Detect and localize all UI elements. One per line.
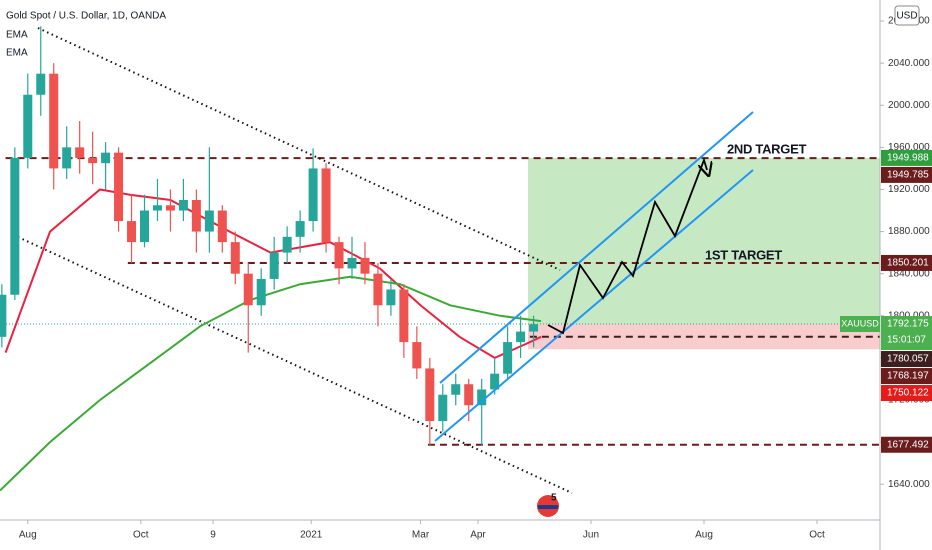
- candle-body: [191, 200, 201, 232]
- candle-body: [204, 210, 214, 232]
- x-tick-label: Apr: [470, 530, 486, 541]
- ema-line: [0, 275, 542, 492]
- candle-body: [269, 252, 279, 279]
- y-tick-label: 1640.000: [888, 479, 930, 490]
- candle-body: [308, 168, 318, 222]
- candle-body: [490, 373, 500, 390]
- candle-body: [88, 157, 98, 164]
- channel-line: [439, 111, 754, 384]
- zones: [528, 158, 880, 350]
- countdown: 15:01:07: [887, 335, 926, 346]
- price-label: 1750.122: [887, 388, 929, 399]
- candle-body: [295, 221, 305, 237]
- candle-body: [425, 368, 435, 422]
- candle-body: [230, 242, 240, 274]
- trend-line: [17, 236, 573, 494]
- candles: [0, 26, 539, 446]
- candle-body: [282, 236, 292, 253]
- candle-body: [477, 389, 487, 406]
- candle-body: [165, 205, 175, 211]
- price-label-box: [881, 436, 932, 453]
- currency[interactable]: USD: [896, 11, 917, 22]
- price-label-box: [881, 254, 932, 271]
- price-label-box: [881, 316, 932, 351]
- candle-body: [412, 342, 422, 369]
- candle-body: [243, 273, 253, 306]
- symbol-box: [840, 316, 880, 333]
- candle-body: [321, 168, 331, 243]
- indicator-label: EMA: [6, 48, 28, 59]
- candle-body: [75, 147, 85, 158]
- price-label-box: [881, 149, 932, 166]
- candle-body: [0, 294, 7, 337]
- candle-body: [373, 273, 383, 306]
- chart-title: Gold Spot / U.S. Dollar, 1D, OANDA: [6, 11, 166, 22]
- event-badge-count[interactable]: 5: [551, 493, 557, 504]
- trend-line: [37, 27, 561, 271]
- x-tick-label: Aug: [695, 530, 713, 541]
- price-label-box: [881, 166, 932, 183]
- price-label-box: [881, 368, 932, 385]
- candle-body: [347, 257, 357, 269]
- candle-body: [114, 152, 124, 222]
- candle-body: [127, 221, 137, 243]
- candle-body: [152, 205, 162, 211]
- candle-body: [178, 200, 188, 211]
- y-tick-label: 2040.000: [888, 58, 930, 69]
- candle-body: [360, 257, 370, 274]
- price-label: 1780.057: [887, 354, 929, 365]
- y-tick-label: 1960.000: [888, 142, 930, 153]
- candle-body: [62, 147, 72, 169]
- x-tick-label: Oct: [809, 530, 825, 541]
- x-tick-label: 2021: [300, 530, 323, 541]
- candle-body: [451, 384, 461, 395]
- price-label-box: [881, 351, 932, 368]
- price-label: 1949.785: [887, 170, 929, 181]
- currency-box[interactable]: [894, 5, 920, 26]
- projection-path: [547, 157, 707, 335]
- candle-body: [529, 324, 539, 332]
- price-label: 1768.197: [887, 371, 929, 382]
- candle-body: [217, 210, 227, 243]
- candle-body: [464, 384, 474, 406]
- x-tick-label: Jun: [583, 530, 599, 541]
- candle-body: [334, 242, 344, 269]
- price-label: 1850.201: [887, 258, 929, 269]
- annotation: 1ST TARGET: [705, 247, 782, 262]
- candle-body: [256, 278, 266, 306]
- candle-body: [140, 210, 150, 243]
- badge-stripe: [538, 505, 558, 509]
- x-tick-label: Mar: [412, 530, 430, 541]
- candle-body: [36, 73, 46, 95]
- price-labels: 1949.988 1949.785 1850.201 1792.175 15:01:07…: [840, 149, 932, 453]
- candle-body: [438, 394, 448, 422]
- x-tick-label: 9: [210, 530, 216, 541]
- candle-body: [23, 94, 33, 158]
- y-tick-label: 2000.000: [888, 100, 930, 111]
- candle-body: [101, 152, 111, 164]
- candle-body: [503, 342, 513, 374]
- candle-body: [399, 289, 409, 343]
- channel-line: [434, 169, 754, 442]
- indicator-label: EMA: [6, 30, 28, 41]
- candle-body: [386, 289, 396, 306]
- candle-body: [10, 157, 20, 295]
- symbol: XAUUSD: [841, 318, 879, 328]
- annotation: 2ND TARGET: [727, 141, 806, 156]
- x-tick-label: Oct: [133, 530, 149, 541]
- price-label: 1949.988: [887, 153, 929, 164]
- x-tick-label: Aug: [19, 530, 37, 541]
- y-tick-label: 1800.000: [888, 310, 930, 321]
- y-tick-label: 1880.000: [888, 226, 930, 237]
- y-tick-label: 1840.000: [888, 268, 930, 279]
- price-label-box: [881, 385, 932, 402]
- price-label: 1792.175: [887, 319, 929, 330]
- candle-body: [49, 73, 59, 169]
- y-tick-label: 1920.000: [888, 184, 930, 195]
- target-zone: [528, 158, 880, 325]
- candle-body: [516, 331, 526, 343]
- levels: [0, 157, 880, 446]
- price-label: 1677.492: [887, 439, 929, 450]
